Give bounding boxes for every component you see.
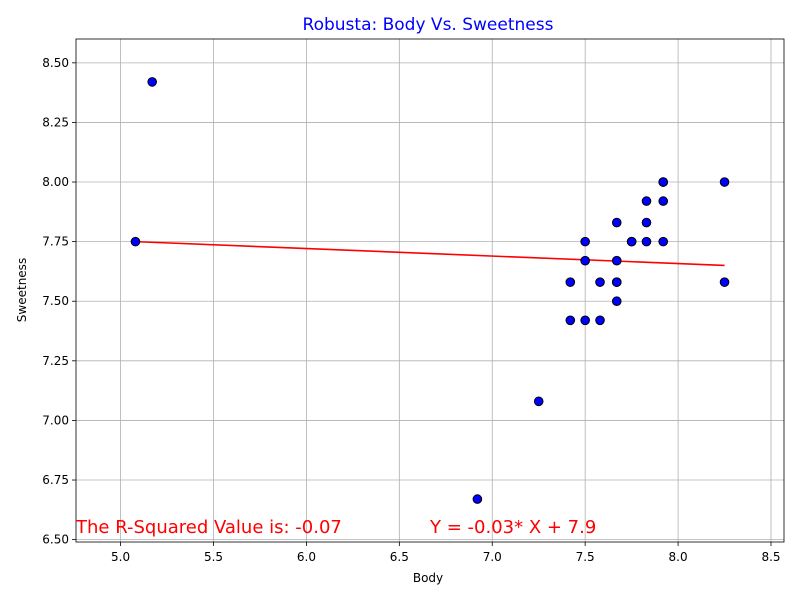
- x-tick-label: 6.0: [297, 550, 316, 564]
- data-point: [719, 177, 730, 187]
- data-point: [626, 236, 637, 247]
- x-tick-label: 7.0: [483, 550, 502, 564]
- data-point: [719, 277, 730, 287]
- y-tick-label: 8.00: [42, 175, 69, 189]
- x-tick-label: 8.0: [669, 550, 688, 564]
- data-point: [641, 217, 652, 228]
- data-point: [565, 277, 576, 287]
- y-tick-label: 6.50: [42, 533, 69, 547]
- data-point: [580, 255, 590, 266]
- grid: [76, 39, 784, 542]
- data-point: [611, 217, 622, 228]
- y-tick-label: 7.25: [42, 354, 69, 368]
- regression-layer: [135, 240, 725, 267]
- data-point: [533, 396, 544, 407]
- r-squared-annotation: The R-Squared Value is: -0.07: [75, 517, 342, 538]
- data-point: [580, 236, 590, 247]
- data-point: [472, 494, 483, 504]
- y-axis-label: Sweetness: [15, 258, 29, 322]
- y-axis-ticks: 6.50 6.75 7.00 7.25 7.50 7.75 8.00 8.25 8.50: [42, 56, 76, 547]
- data-point: [641, 236, 652, 247]
- y-tick-label: 7.50: [42, 294, 69, 308]
- data-point: [580, 315, 590, 326]
- x-axis-ticks: 5.0 5.5 6.0 6.5 7.0 7.5 8.0 8.5: [111, 542, 781, 564]
- regression-line: [135, 240, 725, 267]
- x-tick-label: 5.0: [111, 550, 130, 564]
- data-point: [611, 277, 622, 287]
- data-point: [130, 236, 141, 247]
- data-point: [658, 236, 669, 247]
- data-point: [565, 315, 576, 326]
- data-point: [147, 77, 157, 87]
- data-points: [130, 77, 730, 504]
- y-tick-label: 7.00: [42, 413, 69, 427]
- chart-title: Robusta: Body Vs. Sweetness: [303, 15, 554, 35]
- data-point: [611, 296, 622, 307]
- regression-equation-annotation: Y = -0.03* X + 7.9: [429, 517, 596, 538]
- y-tick-label: 6.75: [42, 473, 69, 487]
- y-tick-label: 8.25: [42, 115, 69, 129]
- data-point: [595, 277, 605, 287]
- y-tick-label: 7.75: [42, 235, 69, 249]
- x-axis-label: Body: [413, 571, 443, 585]
- x-tick-label: 7.5: [576, 550, 595, 564]
- x-tick-label: 8.5: [761, 550, 780, 564]
- data-point: [658, 177, 669, 187]
- y-tick-label: 8.50: [42, 56, 69, 70]
- data-point: [641, 196, 652, 206]
- data-point: [611, 255, 622, 266]
- x-tick-label: 6.5: [390, 550, 409, 564]
- data-point: [658, 196, 669, 206]
- plot-frame: [75, 38, 785, 543]
- x-tick-label: 5.5: [204, 550, 223, 564]
- data-point: [595, 315, 605, 326]
